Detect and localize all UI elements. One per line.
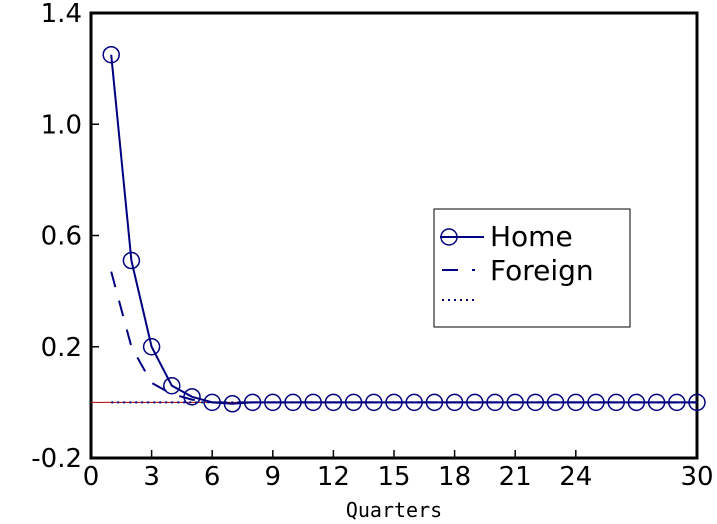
x-axis: 0 3 6 9 12 15 18 21 24 30	[83, 450, 714, 492]
data-point-home	[122, 251, 141, 270]
legend-box	[433, 208, 631, 328]
data-point-home	[163, 376, 181, 395]
y-tick-label: 0.6	[41, 222, 82, 252]
x-axis-title: Quarters	[346, 498, 442, 522]
x-tick-label: 21	[499, 462, 532, 492]
x-tick-label: 30	[680, 462, 713, 492]
x-tick-label: 3	[143, 462, 160, 492]
x-tick-label: 15	[377, 462, 410, 492]
y-tick-label: 1.4	[41, 0, 82, 29]
y-tick-label: 1.0	[41, 110, 82, 140]
legend: Home Foreign	[433, 208, 631, 328]
y-tick-label: -0.2	[31, 444, 82, 474]
legend-marker-home	[440, 228, 458, 246]
y-axis: -0.2 0.2 0.6 1.0 1.4	[31, 0, 99, 474]
legend-label-foreign: Foreign	[490, 254, 594, 287]
x-tick-label: 6	[204, 462, 221, 492]
data-point-home	[142, 338, 161, 356]
data-point-home	[102, 45, 120, 64]
x-tick-label: 24	[559, 462, 592, 492]
x-tick-label: 12	[317, 462, 350, 492]
y-tick-label: 0.2	[41, 333, 82, 363]
data-point-home	[223, 395, 242, 413]
x-tick-label: 18	[438, 462, 471, 492]
series-layer	[102, 45, 706, 413]
x-tick-label: 0	[83, 462, 100, 492]
x-tick-label: 9	[265, 462, 282, 492]
legend-label-home: Home	[490, 220, 573, 253]
